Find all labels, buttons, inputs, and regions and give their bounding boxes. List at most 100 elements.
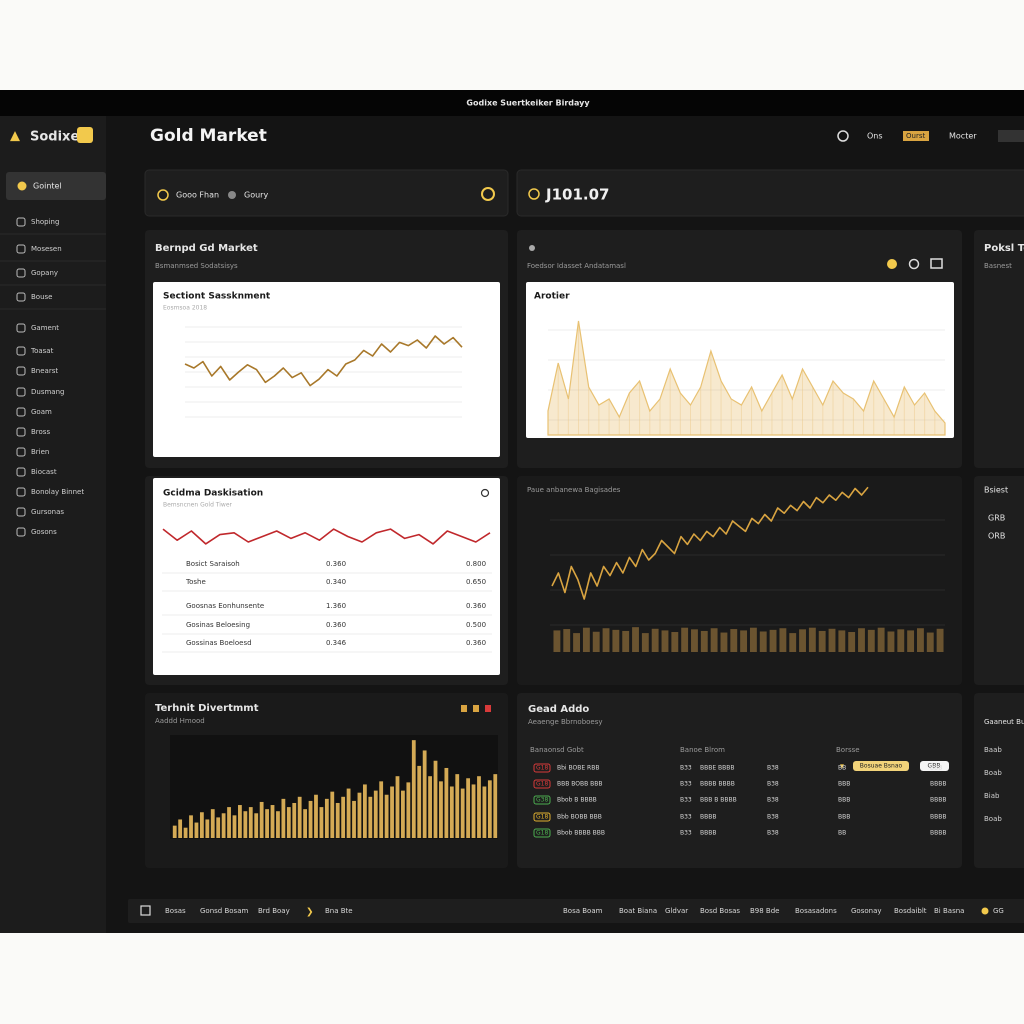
nav-item[interactable]: Biocast	[31, 468, 57, 476]
panel	[974, 476, 1024, 685]
nav-icon	[16, 244, 26, 254]
footer-icon[interactable]	[981, 907, 989, 915]
nav-item[interactable]: Gursonas	[31, 508, 64, 516]
nav-item[interactable]: Dusmang	[31, 388, 64, 396]
nav-icon	[16, 427, 26, 437]
tool-icon[interactable]	[887, 259, 897, 269]
nav-item[interactable]: Gosons	[31, 528, 57, 536]
bar	[641, 633, 649, 652]
bar	[324, 798, 329, 838]
footer-item[interactable]: Bna Bte	[325, 907, 353, 915]
nav-icon	[16, 366, 26, 376]
bar	[887, 631, 895, 652]
badge-label: G18	[536, 781, 548, 788]
row-label: Gosinas Beloesing	[186, 621, 250, 629]
row-value: 0.360	[466, 602, 486, 610]
cell: BBB	[930, 765, 942, 772]
cell: B38	[767, 765, 779, 772]
action-button[interactable]	[920, 761, 949, 771]
nav-icon	[16, 323, 26, 333]
nav-item[interactable]: Bross	[31, 428, 50, 436]
cell: BBBB BBBB	[700, 781, 735, 788]
footer-item[interactable]: Bosasadons	[795, 907, 837, 915]
search-input[interactable]: Gooo Fhan	[176, 191, 219, 200]
action-button[interactable]	[853, 761, 909, 771]
bar	[265, 809, 269, 838]
nav-item[interactable]: Gopany	[31, 269, 58, 277]
panel-subtitle: Basnest	[984, 262, 1012, 270]
nav-item[interactable]: Gament	[31, 324, 59, 332]
nav-item[interactable]: Brien	[31, 448, 49, 456]
tool-icon[interactable]	[930, 258, 943, 269]
footer-item[interactable]: Bosdaiblt	[894, 907, 927, 915]
cell: BBBB	[930, 814, 946, 821]
panel-title: Bsiest	[984, 486, 1008, 495]
nav-icon	[16, 527, 26, 537]
action-label[interactable]: GBB	[928, 763, 941, 770]
bar	[779, 628, 787, 652]
search-option[interactable]: Goury	[244, 191, 268, 200]
nav-icon[interactable]	[837, 130, 849, 142]
footer-item[interactable]: Brd Boay	[258, 907, 290, 915]
nav-item[interactable]: Shoping	[31, 218, 59, 226]
card-icon[interactable]	[480, 488, 490, 498]
footer-item[interactable]: Gldvar	[665, 907, 688, 915]
list-item: Baab	[984, 746, 1002, 754]
footer-item[interactable]: Bi Basna	[934, 907, 964, 915]
nav-item[interactable]: Toasat	[30, 347, 54, 355]
footer-item[interactable]: Bosas	[165, 907, 186, 915]
tool-icon[interactable]	[473, 705, 479, 712]
nav-icon	[16, 487, 26, 497]
nav-item[interactable]: Mocter	[949, 132, 977, 141]
page-title: Gold Market	[150, 126, 267, 146]
column-header: Borsse	[836, 746, 860, 754]
footer-item[interactable]: GG	[993, 907, 1004, 915]
footer-item[interactable]: Gosonay	[851, 907, 882, 915]
footer-item[interactable]: B98 Bde	[750, 907, 780, 915]
panel-title: Terhnit Divertmmt	[155, 703, 259, 714]
nav-item[interactable]: Goam	[31, 408, 52, 416]
footer-icon[interactable]	[140, 905, 151, 916]
tool-icon[interactable]	[485, 705, 491, 712]
settings-icon[interactable]	[481, 187, 495, 201]
nav-pill[interactable]	[903, 131, 929, 141]
bar	[612, 629, 620, 652]
cell: BBB B BBBB	[700, 797, 737, 804]
nav-active[interactable]	[6, 172, 106, 200]
tool-icon[interactable]	[461, 705, 467, 712]
nav-item[interactable]: Ons	[867, 132, 883, 141]
footer-item[interactable]: Gonsd Bosam	[200, 907, 248, 915]
panel	[974, 693, 1024, 868]
bar	[877, 627, 885, 652]
panel	[517, 476, 962, 685]
nav-item[interactable]: Bonolay Binnet	[31, 488, 84, 496]
nav-item[interactable]: Bnearst	[31, 367, 58, 375]
cell: B38	[767, 781, 779, 788]
card-title: Arotier	[534, 292, 570, 302]
bar	[936, 628, 944, 652]
footer-item[interactable]: Boat Biana	[619, 907, 657, 915]
bar	[319, 807, 324, 838]
cell: B33	[680, 830, 692, 837]
footer-item[interactable]: Bosa Boam	[563, 907, 603, 915]
bar	[460, 788, 465, 838]
bar	[178, 819, 183, 838]
action-label[interactable]: Bosuae Bsnao	[860, 763, 903, 770]
bar	[254, 813, 259, 838]
nav-button[interactable]	[998, 130, 1024, 142]
bar	[395, 776, 400, 838]
panel-subtitle: Aaddd Hmood	[155, 717, 205, 725]
nav-item[interactable]: Bouse	[31, 293, 52, 301]
nav-item[interactable]: Ourst	[906, 132, 925, 140]
panel-subtitle: Aeaenge Bbrnoboesy	[528, 718, 603, 726]
cell: BBBB	[700, 830, 716, 837]
bar	[194, 822, 199, 838]
nav-active-label[interactable]: Gointel	[33, 182, 62, 191]
footer-item[interactable]: Bosd Bosas	[700, 907, 740, 915]
bar	[907, 630, 915, 652]
list-item: Biab	[984, 792, 1000, 800]
tool-icon[interactable]	[908, 258, 920, 270]
nav-item[interactable]: Mosesen	[31, 245, 62, 253]
footer-icon[interactable]: ❯	[306, 908, 314, 918]
row-label: Bosict Saraisoh	[186, 560, 240, 568]
